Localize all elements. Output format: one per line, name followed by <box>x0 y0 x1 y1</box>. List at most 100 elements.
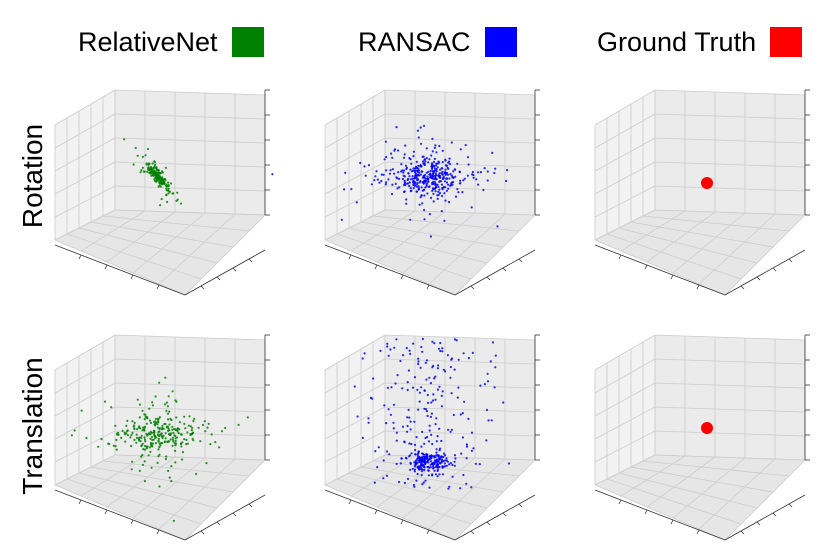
data-point <box>431 463 434 466</box>
data-point <box>406 388 409 392</box>
data-point <box>169 433 172 436</box>
data-point <box>438 449 441 452</box>
data-point <box>485 408 489 411</box>
data-point <box>427 185 431 188</box>
data-point <box>149 450 152 453</box>
data-point <box>173 434 176 437</box>
data-point <box>224 426 227 430</box>
data-point <box>465 457 468 460</box>
data-point <box>445 464 448 467</box>
data-point <box>143 429 146 432</box>
data-point <box>438 385 441 388</box>
data-point <box>433 146 436 149</box>
data-point <box>438 456 441 459</box>
data-point <box>155 166 158 169</box>
data-point <box>465 445 469 448</box>
data-point <box>437 190 440 193</box>
data-point <box>191 431 194 434</box>
data-point <box>380 179 383 183</box>
data-point <box>450 392 453 395</box>
data-point <box>195 472 198 476</box>
data-point <box>148 432 151 435</box>
data-point <box>441 167 444 170</box>
data-point <box>449 172 452 176</box>
data-point <box>402 171 405 174</box>
data-point <box>163 403 167 406</box>
data-point <box>340 218 343 221</box>
data-point <box>140 434 143 437</box>
data-point <box>432 466 435 469</box>
data-point <box>350 188 353 191</box>
data-point <box>141 155 144 158</box>
data-point <box>417 362 420 366</box>
data-point <box>175 199 178 202</box>
data-point <box>393 346 396 349</box>
data-point <box>427 440 431 443</box>
legend-ransac: RANSAC <box>358 24 517 60</box>
data-point <box>433 454 436 458</box>
data-point <box>415 479 418 482</box>
data-point <box>459 413 462 416</box>
data-point <box>373 179 376 182</box>
data-point <box>428 376 431 379</box>
data-point <box>407 177 410 180</box>
data-point <box>415 436 418 439</box>
data-point <box>453 464 456 467</box>
data-point <box>423 468 426 472</box>
data-point <box>434 375 437 378</box>
data-point <box>137 426 140 429</box>
data-point <box>165 409 168 412</box>
data-point <box>494 167 497 170</box>
ground-truth-point <box>701 177 713 189</box>
data-point <box>441 186 444 190</box>
data-point <box>435 170 438 173</box>
data-point <box>440 405 443 408</box>
data-point <box>447 428 450 431</box>
data-point <box>489 360 492 363</box>
data-point <box>430 154 433 157</box>
data-point <box>138 403 141 406</box>
data-point <box>384 183 387 186</box>
data-point <box>433 459 436 462</box>
data-point <box>133 427 136 430</box>
data-point <box>413 420 416 423</box>
data-point <box>120 436 123 439</box>
data-point <box>444 370 447 373</box>
data-point <box>133 438 136 441</box>
data-point <box>408 416 411 419</box>
data-point <box>451 176 454 179</box>
data-point <box>438 188 441 191</box>
data-point <box>85 436 88 440</box>
data-point <box>422 481 425 484</box>
data-point <box>206 426 209 429</box>
data-point <box>460 452 463 455</box>
data-point <box>152 442 155 445</box>
data-point <box>410 162 413 165</box>
data-point <box>407 172 410 175</box>
data-point <box>435 454 438 457</box>
legend-label: RelativeNet <box>78 26 218 57</box>
data-point <box>150 444 153 447</box>
data-point <box>164 179 167 182</box>
data-point <box>436 166 439 169</box>
data-point <box>470 449 473 452</box>
legend-ground-truth: Ground Truth <box>597 24 803 60</box>
data-point <box>169 182 173 185</box>
data-point <box>403 153 406 156</box>
data-point <box>155 421 158 424</box>
data-point <box>409 190 412 193</box>
data-point <box>445 171 449 175</box>
data-point <box>160 197 163 201</box>
data-point <box>154 437 157 440</box>
data-point <box>427 461 430 464</box>
data-point <box>435 151 438 154</box>
data-point <box>402 354 405 357</box>
data-point <box>418 457 421 460</box>
data-point <box>108 442 111 446</box>
data-point <box>417 357 420 360</box>
data-point <box>445 457 448 460</box>
data-point <box>456 188 459 191</box>
data-point <box>376 178 379 181</box>
data-point <box>435 178 438 181</box>
data-point <box>453 368 456 371</box>
